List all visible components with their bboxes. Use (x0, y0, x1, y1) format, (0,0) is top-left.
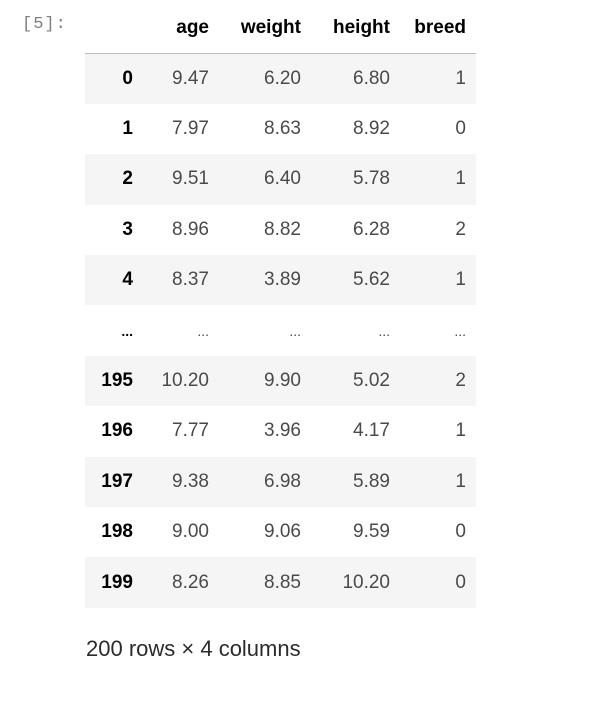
cell-weight: 8.85 (219, 557, 311, 608)
table-row: 0 9.47 6.20 6.80 1 (85, 53, 476, 104)
table-row: 198 9.00 9.06 9.59 0 (85, 507, 476, 557)
cell-breed: 1 (400, 154, 476, 205)
cell-age: 8.96 (172, 218, 209, 240)
column-header-breed: breed (400, 0, 476, 54)
cell-height: 6.80 (311, 53, 400, 104)
dataframe-body: 0 9.47 6.20 6.80 1 1 7.97 8.63 8.92 0 2 … (85, 53, 476, 608)
cell-weight: 8.63 (264, 118, 301, 140)
cell-height: 5.02 (311, 355, 400, 407)
cell-height: 5.62 (311, 255, 400, 306)
cell-breed: ... (454, 322, 466, 339)
cell-height: 4.17 (353, 420, 390, 442)
cell-weight: 3.89 (219, 255, 311, 306)
cell-breed: 1 (455, 420, 466, 442)
dataframe-header: age weight height breed (85, 0, 476, 54)
header-row: age weight height breed (85, 0, 476, 54)
cell-height: ... (378, 322, 390, 339)
cell-age: ... (197, 322, 209, 339)
cell-age: 9.00 (172, 521, 209, 543)
row-index: 197 (85, 456, 143, 508)
table-row: 2 9.51 6.40 5.78 1 (85, 154, 476, 205)
row-index: ... (121, 322, 133, 339)
cell-weight: ... (289, 322, 301, 339)
cell-breed: 1 (400, 255, 476, 306)
cell-breed: 2 (400, 355, 476, 407)
cell-breed: 0 (455, 118, 466, 140)
cell-age: 7.97 (172, 118, 209, 140)
cell-breed: 1 (400, 53, 476, 104)
row-index: 0 (85, 53, 143, 104)
row-index: 4 (85, 255, 143, 306)
cell-height: 10.20 (311, 557, 400, 608)
column-header-age: age (143, 0, 219, 54)
row-index: 2 (85, 154, 143, 205)
row-index: 1 (122, 118, 133, 140)
cell-breed: 0 (455, 521, 466, 543)
row-index: 195 (85, 355, 143, 407)
cell-age: 10.20 (143, 355, 219, 407)
cell-age: 9.51 (143, 154, 219, 205)
cell-age: 9.47 (143, 53, 219, 104)
table-row: 196 7.77 3.96 4.17 1 (85, 406, 476, 456)
cell-breed: 1 (400, 456, 476, 508)
cell-breed: 0 (400, 557, 476, 608)
table-row: 3 8.96 8.82 6.28 2 (85, 205, 476, 255)
cell-age: 8.37 (143, 255, 219, 306)
cell-height: 6.28 (353, 218, 390, 240)
cell-height: 5.78 (311, 154, 400, 205)
ellipsis-row: ... ... ... ... ... (85, 305, 476, 355)
row-index: 3 (122, 218, 133, 240)
table-row: 1 7.97 8.63 8.92 0 (85, 104, 476, 154)
row-index: 198 (101, 521, 133, 543)
cell-weight: 6.40 (219, 154, 311, 205)
cell-age: 7.77 (172, 420, 209, 442)
dataframe-table: age weight height breed 0 9.47 6.20 6.80… (85, 0, 476, 608)
cell-age: 9.38 (143, 456, 219, 508)
cell-height: 8.92 (353, 118, 390, 140)
cell-weight: 9.06 (264, 521, 301, 543)
column-header-height: height (311, 0, 400, 54)
cell-height: 5.89 (311, 456, 400, 508)
cell-weight: 9.90 (219, 355, 311, 407)
cell-weight: 3.96 (264, 420, 301, 442)
row-index: 199 (85, 557, 143, 608)
cell-breed: 2 (455, 218, 466, 240)
table-row: 195 10.20 9.90 5.02 2 (85, 355, 476, 407)
cell-weight: 6.98 (219, 456, 311, 508)
table-row: 197 9.38 6.98 5.89 1 (85, 456, 476, 508)
cell-execution-prompt: [5]: (22, 15, 67, 34)
dataframe-shape-text: 200 rows × 4 columns (86, 636, 301, 661)
table-row: 4 8.37 3.89 5.62 1 (85, 255, 476, 306)
index-header (85, 0, 143, 54)
table-row: 199 8.26 8.85 10.20 0 (85, 557, 476, 608)
row-index: 196 (101, 420, 133, 442)
cell-age: 8.26 (143, 557, 219, 608)
cell-weight: 8.82 (264, 218, 301, 240)
cell-weight: 6.20 (219, 53, 311, 104)
column-header-weight: weight (219, 0, 311, 54)
cell-height: 9.59 (353, 521, 390, 543)
